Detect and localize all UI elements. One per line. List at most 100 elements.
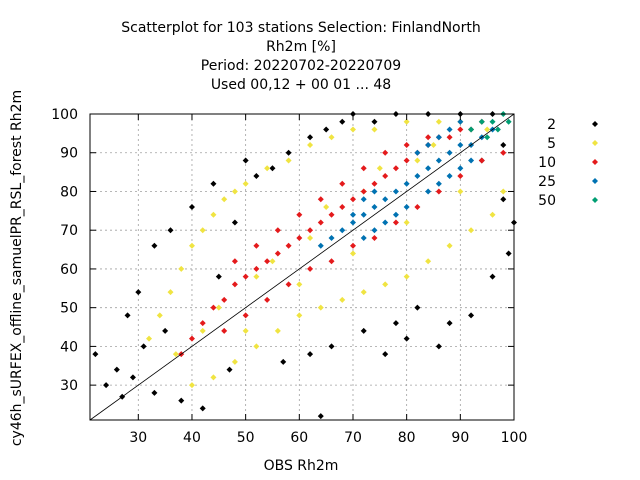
- y-tick-label: 50: [60, 301, 78, 317]
- data-point-25: [414, 172, 421, 179]
- data-point-5: [172, 351, 179, 358]
- data-point-10: [360, 188, 367, 195]
- data-point-5: [414, 157, 421, 164]
- data-point-5: [435, 118, 442, 125]
- data-point-5: [156, 312, 163, 319]
- legend-marker: [592, 140, 598, 146]
- data-point-10: [317, 196, 324, 203]
- data-point-2: [280, 358, 287, 365]
- data-point-25: [317, 242, 324, 249]
- data-point-5: [376, 165, 383, 172]
- data-point-10: [188, 335, 195, 342]
- data-point-5: [323, 203, 330, 210]
- data-point-10: [274, 250, 281, 257]
- data-point-10: [403, 141, 410, 148]
- data-point-10: [392, 219, 399, 226]
- data-point-2: [167, 227, 174, 234]
- data-point-10: [253, 242, 260, 249]
- data-point-2: [382, 351, 389, 358]
- legend-marker: [592, 121, 598, 127]
- data-point-5: [500, 188, 507, 195]
- data-point-5: [167, 289, 174, 296]
- data-point-2: [269, 165, 276, 172]
- y-tick-label: 60: [60, 262, 78, 278]
- chart-title: Scatterplot for 103 stations Selection: …: [121, 20, 480, 93]
- grid: [90, 114, 514, 420]
- data-point-25: [446, 126, 453, 133]
- chart-title-line: Period: 20220702-20220709: [201, 58, 401, 74]
- legend-marker: [592, 159, 598, 165]
- data-point-5: [221, 196, 228, 203]
- data-point-10: [221, 327, 228, 334]
- data-point-2: [253, 172, 260, 179]
- data-point-2: [129, 374, 136, 381]
- data-point-10: [221, 296, 228, 303]
- data-point-10: [242, 273, 249, 280]
- data-point-5: [446, 242, 453, 249]
- data-point-2: [113, 366, 120, 373]
- data-point-10: [210, 304, 217, 311]
- data-point-50: [484, 134, 491, 141]
- x-tick-label: 40: [183, 430, 201, 446]
- data-point-25: [403, 203, 410, 210]
- y-tick-label: 70: [60, 223, 78, 239]
- data-point-5: [296, 281, 303, 288]
- data-point-5: [188, 382, 195, 389]
- data-point-25: [446, 172, 453, 179]
- x-tick-label: 70: [344, 430, 362, 446]
- data-point-2: [489, 273, 496, 280]
- data-point-2: [151, 242, 158, 249]
- y-axis-label: cy46h_sURFEX_offline_samuelPR_RSL_forest…: [9, 90, 25, 446]
- data-point-5: [360, 289, 367, 296]
- data-point-10: [274, 227, 281, 234]
- data-point-25: [339, 227, 346, 234]
- data-point-5: [349, 126, 356, 133]
- data-point-50: [468, 126, 475, 133]
- data-point-10: [382, 149, 389, 156]
- data-point-2: [178, 397, 185, 404]
- data-point-10: [339, 203, 346, 210]
- data-point-25: [425, 188, 432, 195]
- legend-marker: [592, 178, 598, 184]
- data-point-10: [478, 157, 485, 164]
- x-tick-label: 50: [237, 430, 255, 446]
- data-point-10: [264, 258, 271, 265]
- data-point-10: [414, 203, 421, 210]
- x-tick-label: 80: [398, 430, 416, 446]
- data-point-25: [360, 196, 367, 203]
- data-point-25: [328, 234, 335, 241]
- data-point-25: [349, 211, 356, 218]
- data-point-25: [446, 149, 453, 156]
- data-point-25: [457, 165, 464, 172]
- identity-line: [89, 113, 515, 421]
- legend-label: 5: [547, 136, 556, 152]
- x-tick-label: 100: [501, 430, 528, 446]
- data-point-10: [231, 258, 238, 265]
- data-point-10: [349, 196, 356, 203]
- data-point-2: [468, 312, 475, 319]
- data-point-5: [296, 312, 303, 319]
- data-point-5: [210, 374, 217, 381]
- data-point-2: [215, 273, 222, 280]
- data-point-2: [124, 312, 131, 319]
- data-point-10: [349, 242, 356, 249]
- data-point-10: [435, 188, 442, 195]
- data-point-10: [328, 258, 335, 265]
- data-point-2: [371, 118, 378, 125]
- y-tick-label: 80: [60, 184, 78, 200]
- data-point-2: [414, 304, 421, 311]
- data-point-10: [264, 296, 271, 303]
- data-point-2: [435, 343, 442, 350]
- y-tick-label: 90: [60, 146, 78, 162]
- y-axis-ticks: 30 40 50 60 70 80 90 100: [51, 107, 514, 394]
- data-point-5: [178, 265, 185, 272]
- legend-label: 25: [538, 174, 556, 190]
- data-point-10: [307, 227, 314, 234]
- data-point-5: [269, 258, 276, 265]
- y-tick-label: 40: [60, 339, 78, 355]
- data-point-5: [349, 250, 356, 257]
- data-point-50: [494, 126, 501, 133]
- data-point-2: [403, 335, 410, 342]
- data-point-2: [323, 126, 330, 133]
- data-point-2: [392, 320, 399, 327]
